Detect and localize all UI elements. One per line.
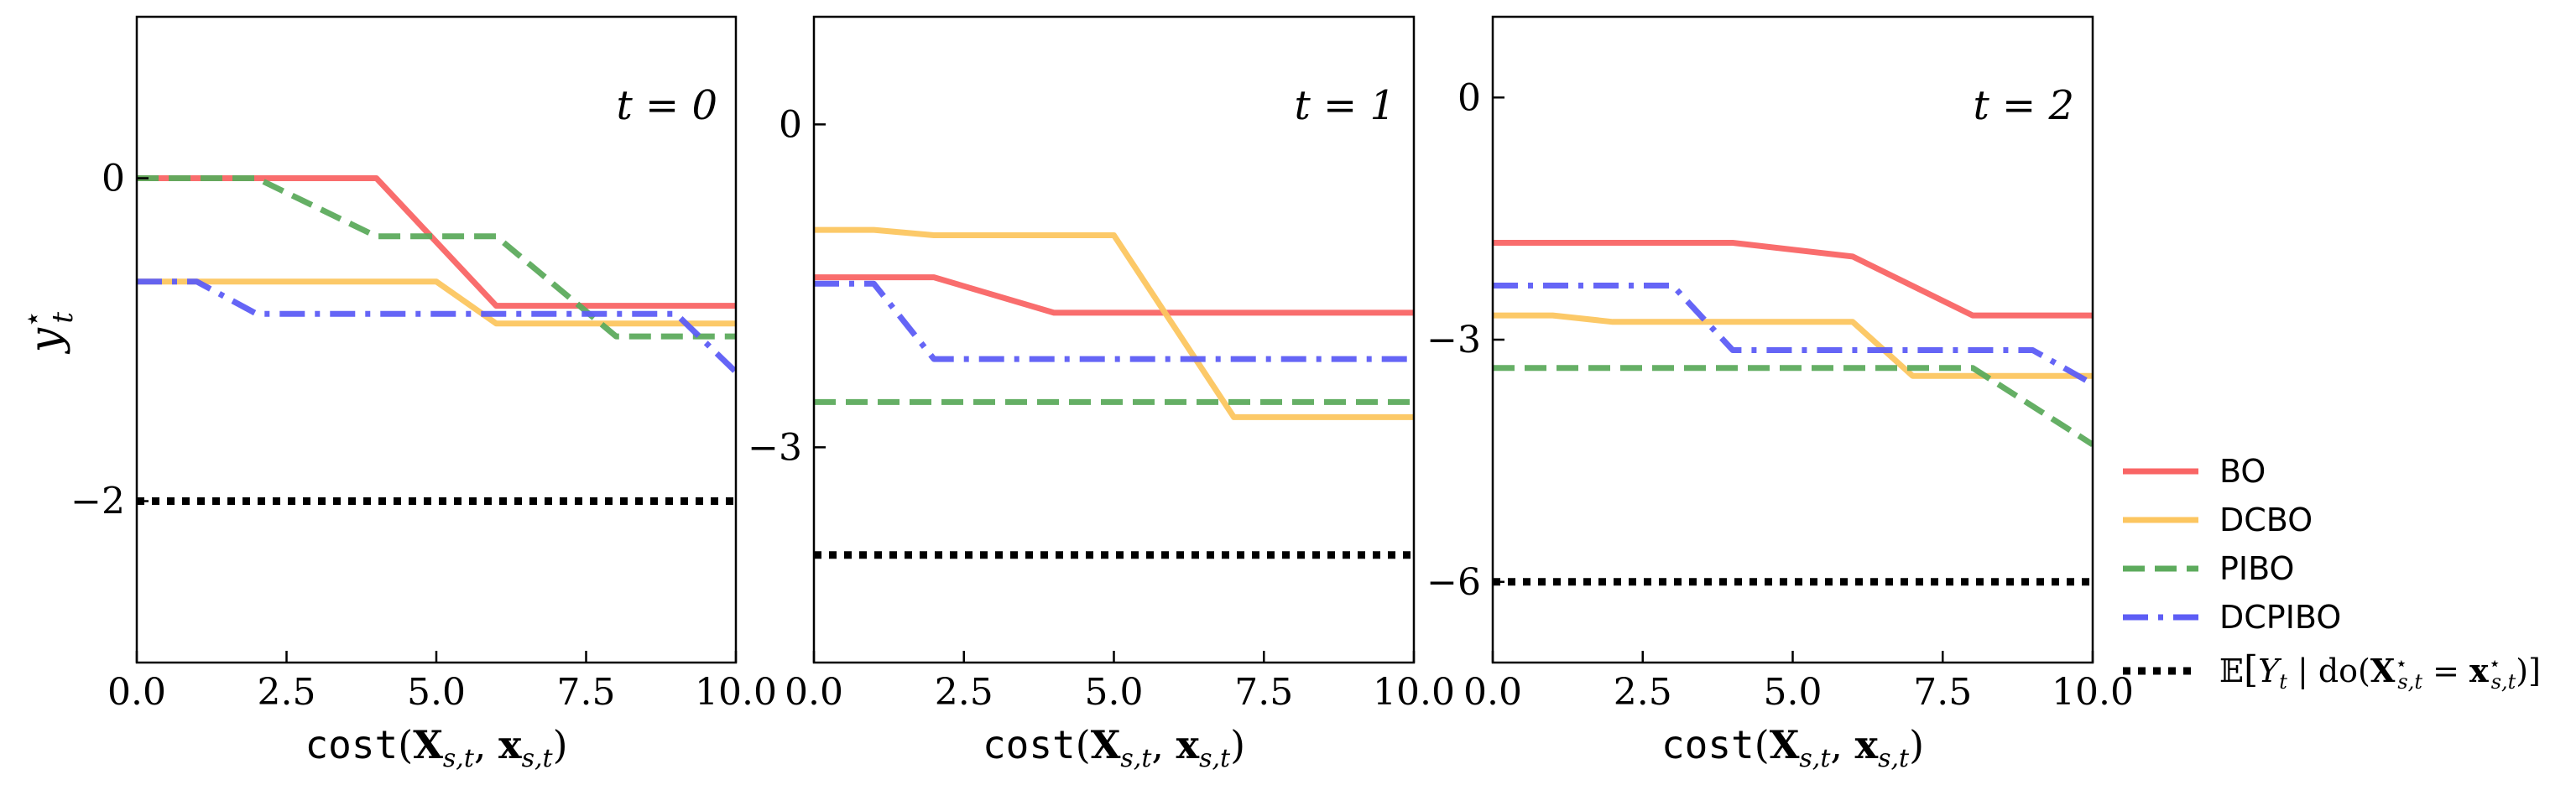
x-tick-label: 10.0	[1373, 671, 1455, 714]
series-bo-line	[137, 175, 736, 309]
x-axis-label: cost(Xs,t, xs,t)	[305, 722, 567, 773]
legend: BO DCBO PIBO DCPIBO 𝔼[Yt | do(X⋆ s,t = x⋆ s,t)…	[2123, 453, 2541, 694]
x-tick-label: 7.5	[1234, 671, 1293, 714]
series-dcpibo-line	[1493, 283, 2093, 387]
y-tick-label: −6	[1426, 561, 1481, 604]
x-tick-label: 7.5	[557, 671, 616, 714]
panel-time-label: t = 0	[616, 82, 717, 129]
x-tick-label: 0.0	[1463, 671, 1522, 714]
x-tick-label: 5.0	[1764, 671, 1822, 714]
y-tick-label: 0	[102, 158, 125, 200]
legend-label-dcbo: DCBO	[2219, 502, 2313, 538]
series-bo-line	[1493, 240, 2093, 319]
legend-label-gt: 𝔼[Yt | do(X⋆ s,t = x⋆ s,t)]	[2219, 648, 2541, 694]
y-tick-label: −3	[1426, 319, 1481, 361]
series-bo-line	[814, 274, 1414, 316]
x-tick-label: 5.0	[1085, 671, 1144, 714]
y-tick-label: −2	[70, 481, 125, 523]
series-pibo-line	[137, 175, 736, 340]
series-dcpibo-line	[137, 278, 736, 375]
x-tick-label: 2.5	[1614, 671, 1672, 714]
legend-label-dcpibo: DCPIBO	[2219, 599, 2341, 636]
x-tick-label: 5.0	[407, 671, 466, 714]
panel-t1: 0.0 2.5 5.0 7.5 10.0 0 −3 t = 1 cost(Xs,t, xs,t)	[748, 15, 1455, 773]
series-pibo-line	[1493, 365, 2093, 448]
panel-time-label: t = 2	[1973, 82, 2074, 129]
x-tick-label: 10.0	[2052, 671, 2134, 714]
panel-t0: 0.0 2.5 5.0 7.5 10.0 0 −2 t = 0 cost(Xs,t, xs,t)…	[16, 15, 777, 773]
x-tick-label: 0.0	[785, 671, 843, 714]
x-tick-label: 2.5	[935, 671, 993, 714]
x-axis-label: cost(Xs,t, xs,t)	[983, 722, 1245, 773]
y-tick-label: 0	[779, 103, 802, 146]
x-axis-label: cost(Xs,t, xs,t)	[1661, 722, 1924, 773]
legend-label-pibo: PIBO	[2219, 550, 2294, 587]
y-tick-label: 0	[1457, 76, 1481, 119]
series-dcbo-line	[137, 278, 736, 327]
x-tick-label: 0.0	[107, 671, 166, 714]
series-dcbo-line	[1493, 312, 2093, 379]
panel-t2: 0.0 2.5 5.0 7.5 10.0 0 −3 −6 t = 2 cost(Xs,t, xs,…	[1426, 15, 2134, 773]
x-tick-label: 2.5	[258, 671, 316, 714]
y-tick-label: −3	[748, 426, 802, 469]
x-tick-label: 10.0	[695, 671, 777, 714]
legend-label-bo: BO	[2219, 453, 2266, 490]
series-dcpibo-line	[814, 280, 1414, 362]
panel-time-label: t = 1	[1294, 82, 1395, 129]
series-dcbo-line	[814, 226, 1414, 420]
x-tick-label: 7.5	[1913, 671, 1972, 714]
y-axis-label: y⋆t	[16, 310, 80, 355]
